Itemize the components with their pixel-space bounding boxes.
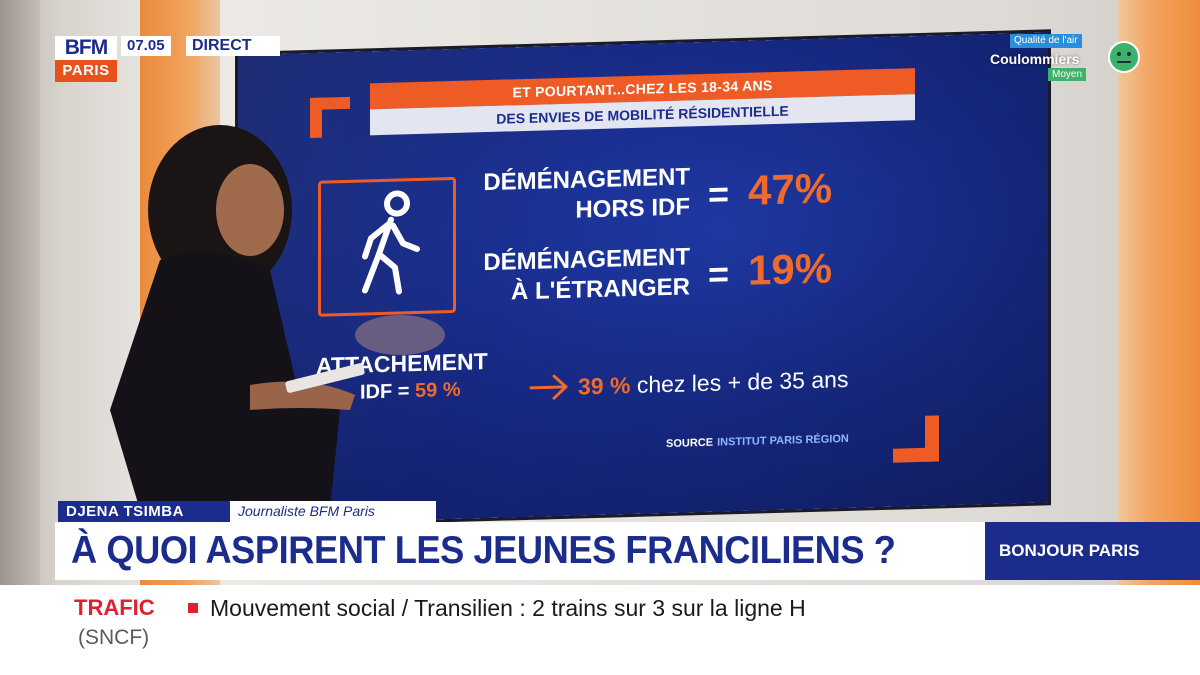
live-badge: DIRECT [186, 36, 280, 56]
stat-label: DÉMÉNAGEMENT HORS IDF [483, 163, 690, 224]
arrow-right-icon [529, 374, 568, 400]
stat-label: DÉMÉNAGEMENT À L'ÉTRANGER [483, 243, 690, 306]
walking-person-icon [318, 176, 456, 317]
air-quality-city: Coulommiers [990, 51, 1080, 67]
studio-wall [0, 0, 40, 585]
presenter [110, 125, 445, 510]
ticker-category: TRAFIC [74, 595, 155, 620]
show-bar: BONJOUR PARIS [985, 522, 1200, 580]
ticker-source: (SNCF) [78, 626, 150, 649]
corner-bracket-bottom-right [893, 415, 939, 462]
clock: 07.05 [121, 36, 171, 56]
show-name: BONJOUR PARIS [999, 541, 1140, 560]
ticker-text: Mouvement social / Transilien : 2 trains… [210, 595, 806, 621]
speaker-role: Journaliste BFM Paris [238, 503, 375, 519]
neutral-face-icon [1108, 41, 1140, 73]
headline-bar: À QUOI ASPIRENT LES JEUNES FRANCILIENS ? [55, 522, 985, 580]
stat-value: 47% [748, 164, 833, 214]
speaker-name: DJENA TSIMBA [58, 501, 230, 522]
news-ticker: TRAFIC Mouvement social / Transilien : 2… [0, 585, 1200, 675]
stat-value: 19% [748, 244, 833, 294]
studio-screen: ET POURTANT...CHEZ LES 18-34 ANS DES ENV… [238, 32, 1048, 525]
air-quality-widget: Qualité de l'air Coulommiers Moyen [986, 34, 1146, 82]
orange-pillar-right [1118, 0, 1200, 585]
ticker-bullet [188, 603, 198, 613]
air-quality-level: Moyen [1048, 68, 1087, 81]
headline: À QUOI ASPIRENT LES JEUNES FRANCILIENS ? [71, 529, 896, 572]
stat-equals: = [708, 173, 730, 215]
studio-background: ET POURTANT...CHEZ LES 18-34 ANS DES ENV… [0, 0, 1200, 585]
channel-logo: BFM PARIS [55, 36, 117, 82]
air-quality-title: Qualité de l'air [1010, 34, 1082, 48]
stat-equals: = [708, 253, 730, 295]
speaker-nameplate: DJENA TSIMBA Journaliste BFM Paris [58, 501, 436, 522]
